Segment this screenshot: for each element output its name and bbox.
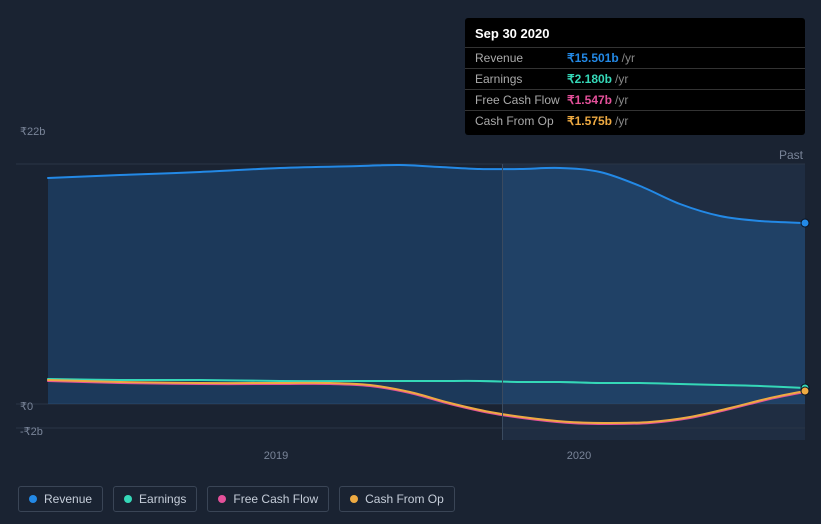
y-axis-label: ₹22b <box>20 125 45 138</box>
tooltip-row: Revenue ₹15.501b /yr <box>465 47 805 68</box>
tooltip-metric-value: ₹2.180b <box>567 72 612 86</box>
tooltip-metric-value: ₹15.501b <box>567 51 619 65</box>
tooltip-metric-value: ₹1.547b <box>567 93 612 107</box>
tooltip-row: Earnings ₹2.180b /yr <box>465 68 805 89</box>
tooltip-row: Free Cash Flow ₹1.547b /yr <box>465 89 805 110</box>
legend: Revenue Earnings Free Cash Flow Cash Fro… <box>18 486 455 512</box>
tooltip-metric-label: Cash From Op <box>475 114 567 128</box>
y-axis-label: -₹2b <box>20 425 43 438</box>
legend-item[interactable]: Earnings <box>113 486 197 512</box>
legend-dot <box>218 495 226 503</box>
tooltip-metric-unit: /yr <box>615 93 628 107</box>
tooltip-metric-unit: /yr <box>615 72 628 86</box>
legend-item[interactable]: Revenue <box>18 486 103 512</box>
tooltip-metric-unit: /yr <box>622 51 635 65</box>
legend-item[interactable]: Cash From Op <box>339 486 455 512</box>
legend-label: Earnings <box>139 492 186 506</box>
tooltip-row: Cash From Op ₹1.575b /yr <box>465 110 805 131</box>
legend-dot <box>350 495 358 503</box>
chart-cursor <box>502 164 503 440</box>
tooltip-metric-label: Revenue <box>475 51 567 65</box>
tooltip-metric-value: ₹1.575b <box>567 114 612 128</box>
tooltip-metric-unit: /yr <box>615 114 628 128</box>
tooltip: Sep 30 2020 Revenue ₹15.501b /yrEarnings… <box>465 18 805 135</box>
x-axis-label: 2020 <box>567 450 591 462</box>
y-axis-label: ₹0 <box>20 400 33 413</box>
legend-dot <box>124 495 132 503</box>
legend-label: Cash From Op <box>365 492 444 506</box>
legend-label: Revenue <box>44 492 92 506</box>
x-axis-label: 2019 <box>264 450 288 462</box>
tooltip-date: Sep 30 2020 <box>465 22 805 47</box>
past-label: Past <box>779 148 803 162</box>
legend-item[interactable]: Free Cash Flow <box>207 486 329 512</box>
tooltip-metric-label: Free Cash Flow <box>475 93 567 107</box>
tooltip-metric-label: Earnings <box>475 72 567 86</box>
legend-label: Free Cash Flow <box>233 492 318 506</box>
legend-dot <box>29 495 37 503</box>
